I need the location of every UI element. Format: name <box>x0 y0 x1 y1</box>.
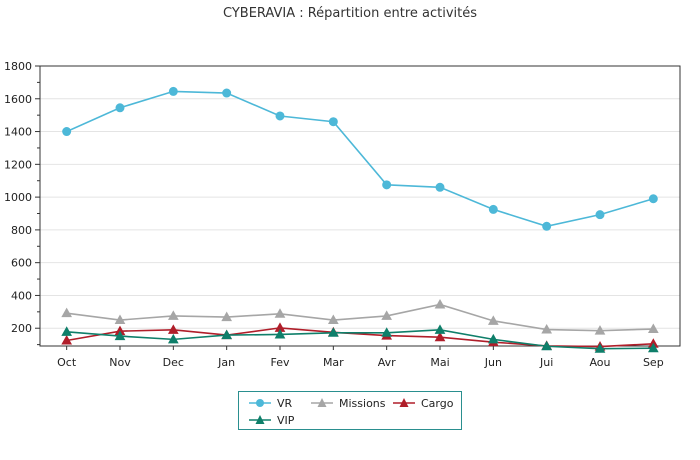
data-point-cargo <box>167 324 179 334</box>
data-point-vr <box>382 180 392 190</box>
series-line-vip <box>66 329 654 350</box>
y-tick-label: 200 <box>11 322 32 335</box>
data-point-missions <box>167 310 179 320</box>
plot-frame <box>39 65 681 347</box>
data-point-vr <box>115 103 125 113</box>
data-point-vip <box>221 329 233 340</box>
data-point-cargo <box>61 334 73 345</box>
data-point-vr <box>62 127 72 137</box>
chart-title: CYBERAVIA : Répartition entre activités <box>222 6 478 21</box>
data-point-vr <box>222 88 232 98</box>
y-tick-label: 1400 <box>4 126 32 139</box>
data-point-vip <box>61 326 73 336</box>
data-point-vr <box>275 111 285 121</box>
data-point-vip <box>327 327 339 337</box>
data-point-missions <box>434 298 446 309</box>
y-tick-label: 1800 <box>4 60 32 73</box>
x-tick-label: Sep <box>643 356 664 369</box>
data-point-vr <box>542 221 552 231</box>
data-point-missions <box>274 308 286 318</box>
x-tick-label: Avr <box>378 356 396 369</box>
x-tick-label: Jan <box>217 356 235 369</box>
x-tick-label: Oct <box>57 356 77 369</box>
x-tick-label: Nov <box>109 356 131 369</box>
x-tick-label: Dec <box>163 356 184 369</box>
data-point-vr <box>648 194 658 204</box>
legend-label: VIP <box>277 413 295 427</box>
data-point-vr <box>488 204 498 214</box>
data-point-vip <box>487 333 499 344</box>
x-tick-label: Mar <box>323 356 344 369</box>
y-tick-label: 400 <box>11 289 32 302</box>
y-tick-label: 800 <box>11 224 32 237</box>
legend-item-vr: VR <box>249 395 292 411</box>
x-tick-label: Fev <box>270 356 289 369</box>
legend-swatch <box>249 415 271 424</box>
x-tick-label: Jui <box>539 356 553 369</box>
data-point-cargo <box>434 331 446 342</box>
x-tick-label: Aou <box>589 356 610 369</box>
data-point-missions <box>647 323 659 334</box>
data-point-vr <box>168 86 178 96</box>
data-point-vip <box>541 340 553 351</box>
legend-label: VR <box>277 396 293 410</box>
y-tick-label: 1000 <box>4 191 32 204</box>
legend-swatch <box>311 398 333 407</box>
data-point-vip <box>381 327 393 337</box>
legend-swatch <box>393 398 415 407</box>
x-tick-label: Mai <box>430 356 449 369</box>
x-tick-label: Jun <box>484 356 502 369</box>
legend-label: Missions <box>339 396 386 410</box>
y-tick-label: 600 <box>11 257 32 270</box>
legend-swatch <box>249 399 271 407</box>
chart-legend: VR Missions Cargo VIP <box>238 391 462 430</box>
series-line-vr <box>66 90 654 228</box>
series-line-missions <box>66 303 654 332</box>
data-point-missions <box>114 314 126 325</box>
data-point-vr <box>328 117 338 127</box>
data-point-missions <box>541 324 553 334</box>
data-point-vip <box>167 333 179 344</box>
data-point-vip <box>434 324 446 334</box>
data-point-missions <box>221 311 233 322</box>
data-point-vip <box>647 342 659 353</box>
data-point-vr <box>595 210 605 220</box>
y-tick-label: 1600 <box>4 93 32 106</box>
y-tick-label: 1200 <box>4 158 32 171</box>
data-point-vip <box>594 343 606 353</box>
data-point-missions <box>327 314 339 325</box>
data-point-missions <box>381 310 393 320</box>
data-point-missions <box>61 307 73 318</box>
data-point-vip <box>114 330 126 341</box>
data-point-vip <box>274 328 286 339</box>
legend-label: Cargo <box>421 396 454 410</box>
legend-item-cargo: Cargo <box>393 395 453 411</box>
data-point-missions <box>594 325 606 335</box>
legend-item-vip: VIP <box>249 412 294 428</box>
data-point-vr <box>435 182 445 192</box>
data-point-missions <box>487 315 499 325</box>
legend-item-missions: Missions <box>311 395 386 411</box>
